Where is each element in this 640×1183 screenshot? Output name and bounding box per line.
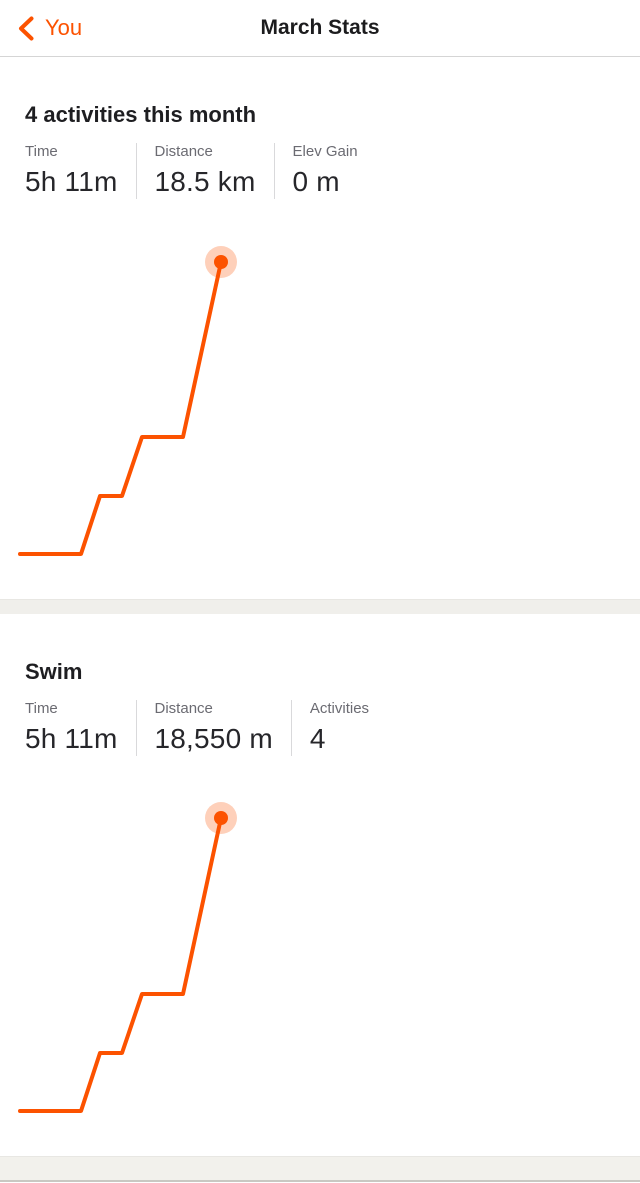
stat-value: 5h 11m bbox=[25, 166, 118, 197]
back-button-label: You bbox=[45, 15, 83, 40]
swim-stats-card: Swim Time 5h 11m Distance 18,550 m Activ… bbox=[0, 614, 640, 1156]
chart-end-marker-dot bbox=[214, 811, 228, 825]
bottom-divider-band bbox=[0, 1156, 640, 1182]
stat-value: 0 m bbox=[292, 166, 340, 197]
monthly-stats-row: Time 5h 11m Distance 18.5 km Elev Gain 0… bbox=[25, 143, 615, 199]
monthly-distance-chart bbox=[18, 246, 237, 556]
stat-distance: Distance 18,550 m bbox=[135, 700, 291, 756]
stat-value: 4 bbox=[309, 723, 326, 754]
stat-distance: Distance 18.5 km bbox=[135, 143, 274, 199]
monthly-card-heading: 4 activities this month bbox=[25, 102, 257, 127]
monthly-stats-card: 4 activities this month Time 5h 11m Dist… bbox=[0, 57, 640, 599]
header: You March Stats bbox=[0, 0, 640, 57]
stat-time: Time 5h 11m bbox=[25, 700, 136, 756]
chart-line bbox=[18, 260, 223, 556]
swim-stats-row: Time 5h 11m Distance 18,550 m Activities… bbox=[25, 700, 615, 756]
stat-value: 5h 11m bbox=[25, 723, 118, 754]
stat-label: Distance bbox=[154, 143, 213, 160]
page-title: March Stats bbox=[260, 16, 380, 39]
stat-time: Time 5h 11m bbox=[25, 143, 136, 199]
back-button[interactable]: You bbox=[16, 15, 82, 42]
stat-label: Elev Gain bbox=[292, 143, 358, 160]
section-divider-band bbox=[0, 599, 640, 614]
chevron-left-icon bbox=[16, 15, 36, 42]
stat-label: Distance bbox=[154, 700, 213, 717]
swim-distance-chart bbox=[18, 802, 237, 1113]
stat-elev-gain: Elev Gain 0 m bbox=[273, 143, 376, 199]
stat-label: Time bbox=[25, 700, 58, 717]
stat-label: Time bbox=[25, 143, 58, 160]
stat-activities: Activities 4 bbox=[290, 700, 387, 756]
chart-line bbox=[18, 816, 223, 1113]
chart-end-marker-dot bbox=[214, 255, 228, 269]
swim-card-heading: Swim bbox=[25, 659, 83, 684]
stat-label: Activities bbox=[309, 700, 370, 717]
stat-value: 18,550 m bbox=[154, 723, 273, 754]
stat-value: 18.5 km bbox=[154, 166, 256, 197]
